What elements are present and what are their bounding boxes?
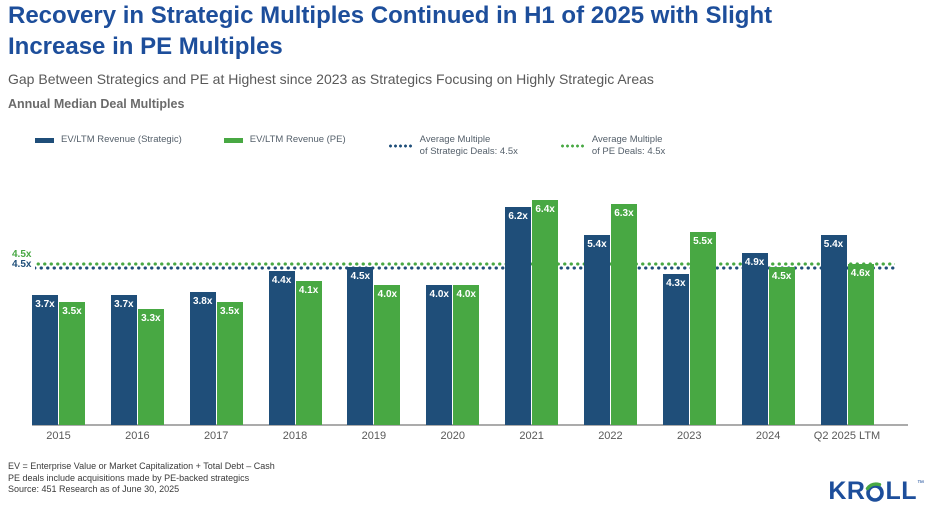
- chart-title: Annual Median Deal Multiples: [8, 97, 185, 111]
- bar-value-label: 3.5x: [219, 306, 240, 317]
- bar-value-label: 4.4x: [271, 275, 292, 286]
- bar-pe-2019: 4.0x: [374, 285, 401, 425]
- bar-value-label: 3.3x: [141, 313, 161, 324]
- x-axis-label-2020: 2020: [440, 430, 465, 442]
- bar-value-label: 4.9x: [744, 257, 765, 268]
- legend-label: EV/LTM Revenue (Strategic): [61, 134, 182, 145]
- chart-legend: EV/LTM Revenue (Strategic) EV/LTM Revenue…: [35, 134, 665, 158]
- bar-value-label: 5.5x: [693, 236, 713, 247]
- legend-bar-swatch: [223, 137, 243, 143]
- bar-pe-2023: 5.5x: [689, 232, 716, 425]
- refline-strategic-average: [35, 266, 895, 270]
- bar-strategic-2021: 6.2x: [505, 207, 532, 425]
- bar-pe-2020: 4.0x: [453, 285, 480, 425]
- bar-value-label: 3.8x: [192, 296, 213, 307]
- bar-strategic-2016: 3.7x: [110, 295, 137, 425]
- legend-label: Average Multiple of PE Deals: 4.5x: [591, 134, 666, 157]
- x-axis-label-2017: 2017: [203, 430, 229, 442]
- bar-pe-2017: 3.5x: [216, 302, 243, 425]
- bar-value-label: 3.7x: [114, 299, 134, 310]
- bar-value-label: 4.6x: [850, 268, 871, 279]
- kroll-logo: KR LL ™: [828, 479, 924, 504]
- bar-pe-2022: 6.3x: [610, 204, 637, 425]
- kroll-logo-o-icon: [866, 481, 885, 502]
- bar-value-label: 4.0x: [377, 289, 398, 300]
- legend-item-3: Average Multiple of PE Deals: 4.5x: [559, 134, 666, 158]
- footnote-line: Source: 451 Research as of June 30, 2025: [8, 484, 180, 495]
- bar-strategic-2015: 3.7x: [32, 295, 58, 425]
- legend-dotted-swatch: [559, 144, 585, 149]
- bar-strategic-2018: 4.4x: [268, 271, 295, 425]
- bar-value-label: 4.1x: [298, 285, 319, 296]
- bar-pe-2018: 4.1x: [295, 281, 322, 425]
- bar-value-label: 4.0x: [429, 289, 449, 300]
- x-axis-label-2016: 2016: [125, 430, 150, 442]
- x-axis-label-2022: 2022: [598, 430, 623, 442]
- footnote-line: EV = Enterprise Value or Market Capitali…: [8, 461, 275, 471]
- bar-value-label: 6.4x: [535, 204, 555, 215]
- footnotes: EV = Enterprise Value or Market Capitali…: [8, 461, 275, 496]
- refline-label-strategic: 4.5x: [12, 259, 32, 270]
- bar-strategic-2023: 4.3x: [662, 274, 689, 425]
- x-axis-label-2015: 2015: [46, 430, 71, 442]
- bar-value-label: 4.5x: [350, 271, 371, 282]
- bar-pe-q2-2025-ltm: 4.6x: [847, 264, 874, 425]
- bar-value-label: 5.4x: [823, 239, 844, 250]
- bar-strategic-2020: 4.0x: [426, 285, 453, 425]
- bar-value-label: 4.0x: [456, 289, 476, 300]
- bar-strategic-2019: 4.5x: [347, 267, 374, 425]
- legend-item-0: EV/LTM Revenue (Strategic): [35, 134, 182, 146]
- bar-value-label: 5.4x: [587, 239, 607, 250]
- refline-pe-average: [35, 262, 895, 266]
- bar-pe-2021: 6.4x: [532, 200, 559, 425]
- logo-trademark: ™: [917, 480, 924, 487]
- legend-item-1: EV/LTM Revenue (PE): [223, 134, 346, 146]
- x-axis-label-2023: 2023: [677, 430, 702, 442]
- x-axis-label-2021: 2021: [519, 430, 544, 442]
- footnote-line: PE deals include acquisitions made by PE…: [8, 472, 250, 483]
- bar-value-label: 3.5x: [62, 306, 82, 317]
- page-title: Recovery in Strategic Multiples Continue…: [8, 2, 773, 61]
- legend-bar-swatch: [35, 137, 54, 143]
- legend-item-2: Average Multiple of Strategic Deals: 4.5x: [387, 134, 518, 158]
- x-axis-label-2019: 2019: [361, 430, 387, 442]
- bar-pe-2016: 3.3x: [137, 309, 164, 425]
- logo-text-ll: LL: [885, 477, 917, 505]
- refline-label-pe: 4.5x: [12, 249, 32, 260]
- bar-strategic-2024: 4.9x: [741, 253, 768, 425]
- bar-value-label: 4.3x: [666, 278, 686, 289]
- logo-text-kr: KR: [828, 477, 866, 505]
- legend-dotted-swatch: [387, 144, 413, 149]
- bar-pe-2015: 3.5x: [59, 302, 85, 425]
- bar-value-label: 4.5x: [771, 271, 792, 282]
- legend-label: EV/LTM Revenue (PE): [249, 134, 346, 145]
- bar-pe-2024: 4.5x: [768, 267, 795, 425]
- page-subtitle: Gap Between Strategics and PE at Highest…: [8, 71, 654, 87]
- x-axis-line: [32, 424, 908, 426]
- bar-value-label: 6.3x: [614, 208, 634, 219]
- bar-value-label: 6.2x: [508, 211, 528, 222]
- x-axis-label-q2-2025-ltm: Q2 2025 LTM: [813, 430, 881, 442]
- bar-strategic-q2-2025-ltm: 5.4x: [820, 235, 847, 425]
- x-axis-label-2024: 2024: [755, 430, 781, 442]
- legend-label: Average Multiple of Strategic Deals: 4.5x: [419, 134, 518, 157]
- x-axis-label-2018: 2018: [282, 430, 308, 442]
- bar-value-label: 3.7x: [35, 299, 55, 310]
- bar-strategic-2022: 5.4x: [583, 235, 610, 425]
- bar-strategic-2017: 3.8x: [189, 292, 216, 425]
